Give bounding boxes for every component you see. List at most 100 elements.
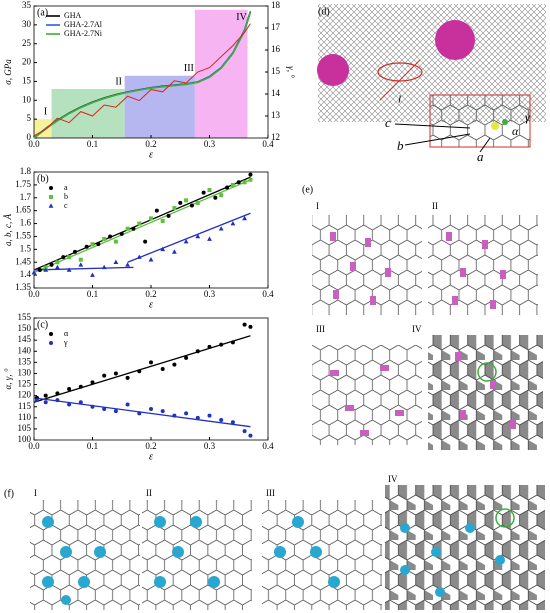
y-axis-label: α, γ, ° <box>3 368 13 389</box>
y-tick-label: 105 <box>18 423 32 433</box>
y2-tick-label: 14 <box>271 88 281 98</box>
point <box>172 362 177 367</box>
y2-tick-label: 18 <box>271 0 281 10</box>
x-tick-label: 0.3 <box>204 289 216 299</box>
point <box>113 239 118 244</box>
panel-e: (e) I II III IV <box>302 184 543 450</box>
x-axis-label: ε <box>149 149 153 160</box>
point <box>137 369 142 374</box>
point <box>43 393 48 398</box>
panel-label: (f) <box>4 488 14 499</box>
region <box>51 88 125 138</box>
fit-line <box>33 266 134 271</box>
point <box>55 264 60 270</box>
point <box>219 418 224 423</box>
y-tick-label: 1.5 <box>20 243 32 253</box>
point <box>101 264 107 270</box>
point <box>67 402 72 407</box>
point <box>207 344 212 349</box>
lattice <box>428 215 538 315</box>
point <box>225 185 230 190</box>
y-tick-label: 1.8 <box>20 166 32 176</box>
point <box>102 406 107 411</box>
y-tick-label: 20 <box>22 57 32 67</box>
point <box>136 254 142 259</box>
legend-label: GHA-2.7Ni <box>64 29 103 38</box>
point <box>149 406 153 411</box>
point <box>195 200 200 205</box>
legend-label: γ <box>63 338 68 347</box>
y-tick-label: 1.4 <box>20 269 32 279</box>
fit-line <box>127 212 251 263</box>
subpanel-label: I <box>34 488 37 498</box>
y-tick-label: 15 <box>22 75 32 85</box>
x-axis-label: ε <box>149 299 153 310</box>
annotation: α <box>512 124 519 138</box>
x-tick-label: 0.0 <box>28 289 40 299</box>
point <box>172 206 177 211</box>
x-tick-label: 0.0 <box>28 139 40 149</box>
y-tick-label: 10 <box>22 94 32 104</box>
panel-label: (a) <box>37 7 48 18</box>
panel-d: (d) l c b a α γ <box>317 4 546 164</box>
lattice <box>385 485 545 610</box>
point <box>119 231 124 236</box>
annotation: a <box>477 149 484 164</box>
point <box>189 203 194 208</box>
point <box>230 420 235 425</box>
subpanel-label: IV <box>388 474 398 484</box>
nanoparticle <box>435 20 475 60</box>
fit-line <box>33 335 251 403</box>
point <box>78 400 83 405</box>
point <box>248 177 253 182</box>
y-axis-label: σ, GPa <box>3 59 13 85</box>
point <box>137 221 142 226</box>
point <box>219 342 224 347</box>
point <box>242 180 247 185</box>
fit-line <box>33 397 251 428</box>
legend-label: a <box>64 183 68 192</box>
point <box>55 391 60 396</box>
length-marker <box>379 59 421 101</box>
point <box>236 180 241 185</box>
point <box>66 267 72 272</box>
x-tick-label: 0.4 <box>262 441 274 451</box>
y-tick-label: 1.45 <box>15 256 31 266</box>
atom <box>502 119 508 125</box>
legend-swatch <box>49 186 53 190</box>
point <box>61 255 66 260</box>
point <box>137 411 142 416</box>
point <box>113 409 118 414</box>
point <box>178 200 183 205</box>
point <box>67 386 72 391</box>
pointer <box>479 137 491 153</box>
point <box>218 226 224 231</box>
point <box>90 380 95 385</box>
y-tick-label: 125 <box>18 379 32 389</box>
point <box>184 198 189 203</box>
region-label: III <box>184 63 194 74</box>
point <box>195 233 201 239</box>
point <box>184 355 189 360</box>
subpanel-label: I <box>316 201 319 211</box>
highlight <box>495 508 515 528</box>
point <box>242 322 247 327</box>
point <box>49 262 54 267</box>
y-tick-label: 130 <box>18 368 32 378</box>
y-tick-label: 145 <box>18 334 32 344</box>
y-tick-label: 100 <box>18 434 32 444</box>
point <box>230 340 235 345</box>
y-tick-label: 150 <box>18 323 32 333</box>
panel-label: (c) <box>37 319 48 330</box>
series-line <box>33 23 251 137</box>
y2-tick-label: 17 <box>271 22 281 32</box>
point <box>125 375 130 380</box>
legend-swatch <box>49 332 53 336</box>
panel-label: (b) <box>37 173 49 184</box>
y-tick-label: 140 <box>18 345 32 355</box>
annotation: c <box>385 115 391 130</box>
y-tick-label: 5 <box>27 113 32 123</box>
point <box>219 193 224 198</box>
point <box>102 373 107 378</box>
